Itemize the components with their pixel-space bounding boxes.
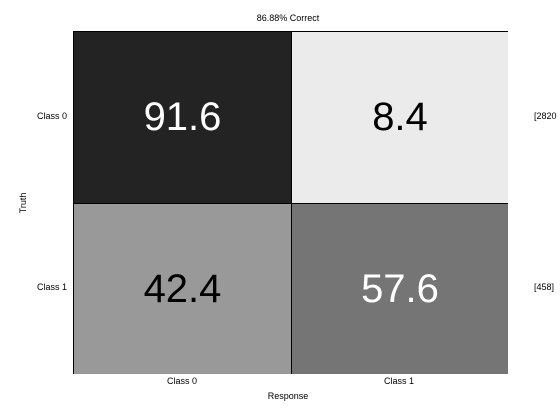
col-label-class-1: Class 1 (383, 376, 414, 386)
grid-divider-vertical (291, 32, 292, 373)
heatmap-grid: 91.6 8.4 42.4 57.6 (73, 31, 508, 374)
heatmap-cell-r1-c1: 57.6 (292, 204, 508, 374)
cell-value-label: 8.4 (372, 95, 428, 139)
cell-value-label: 57.6 (361, 266, 439, 311)
heatmap-cell-r0-c0: 91.6 (74, 32, 291, 203)
row-label-class-0: Class 0 (36, 111, 67, 121)
grid-divider-horizontal (74, 203, 507, 204)
x-axis-label: Response (267, 391, 309, 401)
row-count-class-0: [2820 (534, 111, 557, 121)
row-label-class-1: Class 1 (36, 282, 67, 292)
cell-value-label: 91.6 (143, 95, 222, 139)
col-label-class-0: Class 0 (166, 376, 197, 386)
chart-title: 86.88% Correct (256, 13, 320, 23)
heatmap-cell-r0-c1: 8.4 (292, 32, 508, 203)
row-count-class-1: [458] (534, 282, 555, 292)
heatmap-cell-r1-c0: 42.4 (74, 204, 291, 374)
y-axis-label: Truth (18, 192, 28, 214)
cell-value-label: 42.4 (143, 266, 222, 311)
